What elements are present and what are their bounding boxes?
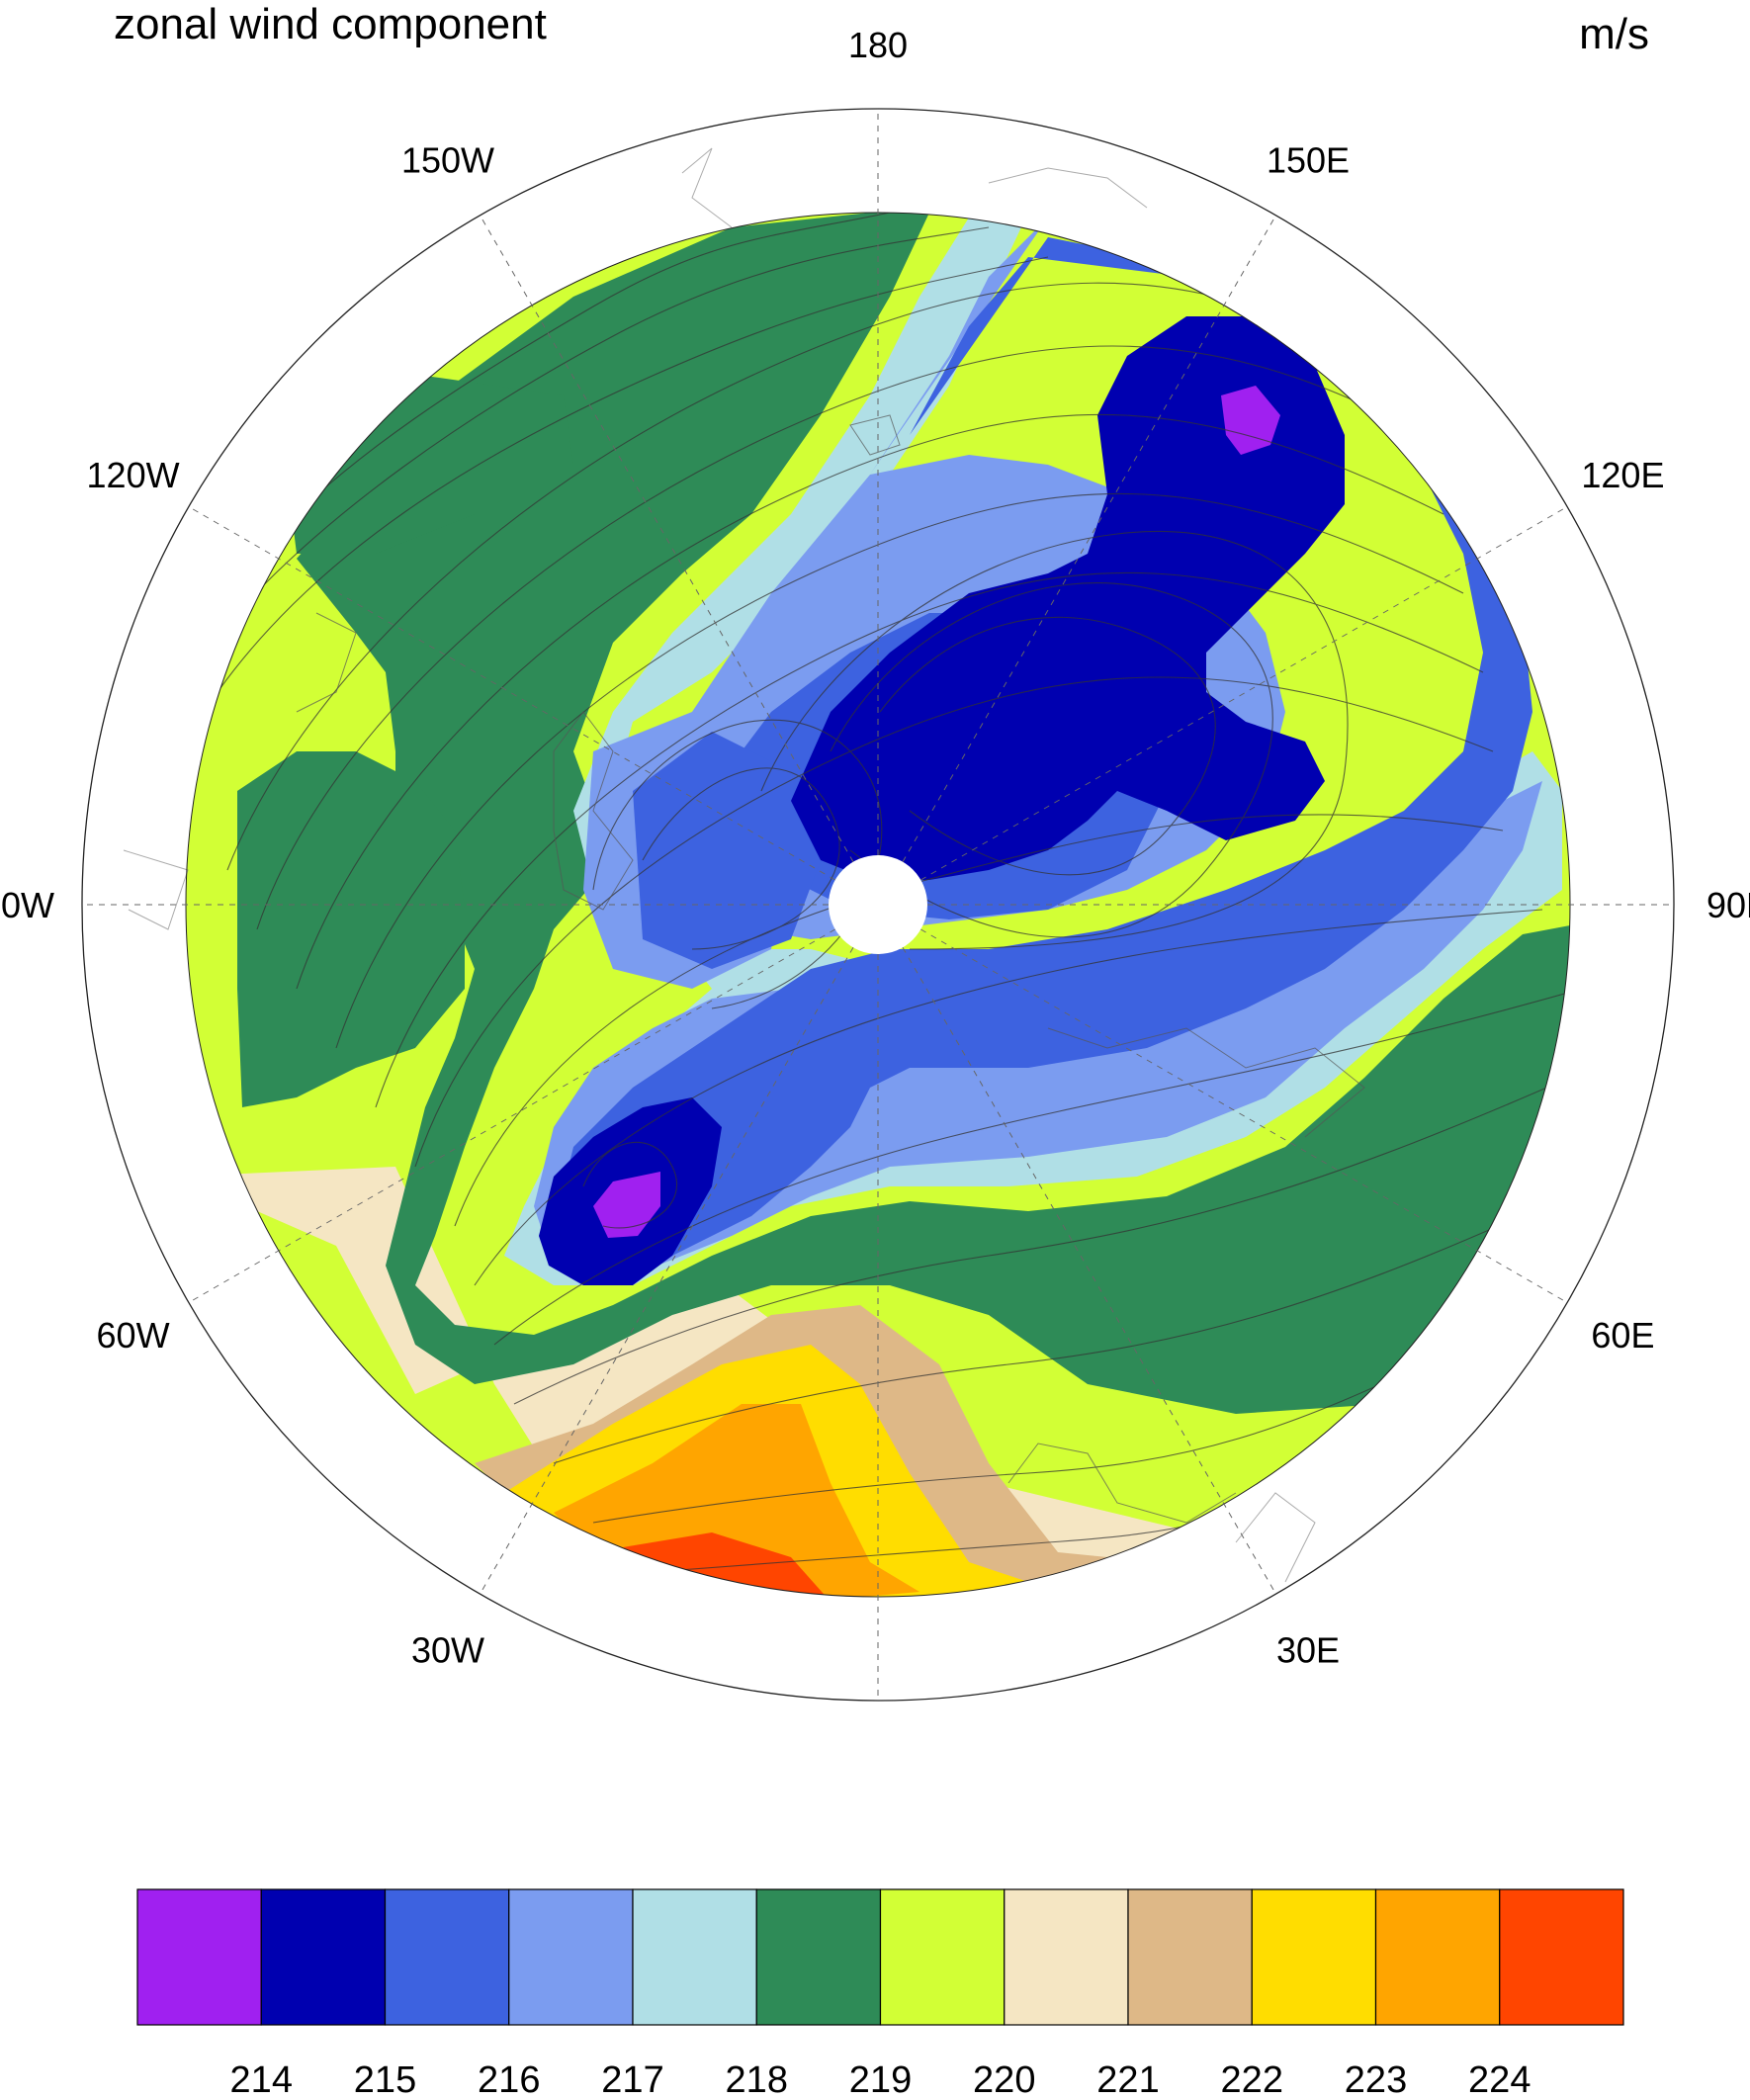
- longitude-label: 90E: [1706, 885, 1750, 925]
- streamline: [375, 571, 1484, 1108]
- streamline: [553, 1205, 1543, 1464]
- colorbar-label: 219: [849, 2059, 912, 2100]
- streamline: [830, 582, 1273, 938]
- colorbar-box: [260, 1888, 387, 2026]
- outer-ring: [81, 108, 1675, 1702]
- streamline: [592, 1344, 1464, 1524]
- coastlines: [296, 414, 1365, 1524]
- coastline: [1235, 1492, 1316, 1583]
- longitude-label: 90W: [0, 885, 54, 925]
- colorbar-label: 222: [1221, 2059, 1283, 2100]
- colorbar-box: [1004, 1888, 1129, 2026]
- longitude-label: 150E: [1267, 140, 1350, 181]
- contour-fill-219: [297, 213, 1570, 1414]
- streamline: [474, 909, 1543, 1286]
- colorbar-box: [755, 1888, 882, 2026]
- meridian-line: [902, 947, 1276, 1595]
- polar-map: 180150E120E90E60E30E030W60W90W120W150W: [0, 25, 1750, 1702]
- coastline: [123, 849, 189, 930]
- coastline: [553, 711, 634, 911]
- coastline: [296, 612, 357, 713]
- colorbar-box: [508, 1888, 634, 2026]
- streamline: [642, 767, 840, 950]
- streamline: [335, 492, 1464, 1049]
- longitude-label: 60W: [97, 1315, 170, 1356]
- streamlines: [217, 213, 1570, 1573]
- pole-hole: [829, 855, 927, 954]
- streamline: [256, 345, 1425, 930]
- longitude-labels: 180150E120E90E60E30E030W60W90W120W150W: [0, 25, 1750, 1670]
- meridian-line: [902, 215, 1276, 862]
- streamline: [760, 530, 1349, 950]
- colorbar-box: [136, 1888, 262, 2026]
- contour-fill-214: [593, 1172, 660, 1238]
- contour-fill-216: [633, 732, 821, 969]
- meridian-line: [188, 506, 835, 881]
- coastline: [681, 147, 733, 228]
- colorbar-label: 224: [1468, 2059, 1531, 2100]
- streamline: [226, 282, 1405, 871]
- contour-fill-214: [1221, 386, 1280, 455]
- longitude-label: 120E: [1581, 455, 1664, 495]
- longitude-label: 120W: [87, 455, 180, 495]
- colorbar-box: [1251, 1888, 1377, 2026]
- streamline: [879, 616, 1216, 876]
- colorbar-label: 221: [1096, 2059, 1159, 2100]
- outer-coastlines: [123, 147, 1316, 1583]
- streamline: [296, 413, 1444, 990]
- contour-fill-219: [237, 751, 465, 1107]
- meridian-line: [920, 928, 1568, 1303]
- colorbar-label: 217: [601, 2059, 663, 2100]
- longitude-label: 60E: [1591, 1315, 1654, 1356]
- longitude-label: 150W: [401, 140, 494, 181]
- streamline: [513, 1067, 1570, 1405]
- colorbar-label: 220: [973, 2059, 1035, 2100]
- longitude-label: 30E: [1276, 1629, 1340, 1670]
- meridian-gridlines: [82, 109, 1674, 1701]
- longitude-label: 30W: [411, 1629, 484, 1670]
- colorbar-label: 223: [1345, 2059, 1407, 2100]
- streamline: [236, 226, 990, 614]
- streamline: [256, 213, 891, 555]
- coastline: [849, 414, 901, 456]
- colorbar-box: [879, 1888, 1006, 2026]
- colorbar-labels: 214 215 216 217 218 219 220 221 222 223 224: [230, 2059, 1531, 2100]
- colorbar-box: [1499, 1888, 1624, 2026]
- filled-contours: [186, 213, 1570, 1597]
- colorbar-label: 215: [354, 2059, 416, 2100]
- colorbar-boxes: [136, 1888, 1624, 2026]
- coastline: [1047, 1027, 1365, 1138]
- streamline: [493, 988, 1570, 1346]
- meridian-line: [188, 928, 835, 1303]
- contour-fill-above-224: [623, 1532, 831, 1597]
- colorbar-box: [1127, 1888, 1253, 2026]
- colorbar-box: [384, 1888, 510, 2026]
- units-label: m/s: [1579, 10, 1649, 58]
- colorbar-box: [632, 1888, 757, 2026]
- colorbar-box: [1374, 1888, 1501, 2026]
- coastline: [988, 167, 1148, 209]
- streamline: [582, 1141, 678, 1229]
- longitude-label: 180: [848, 25, 908, 65]
- contour-fill-215: [791, 316, 1345, 880]
- streamline: [217, 256, 1049, 693]
- meridian-line: [480, 947, 854, 1595]
- meridian-line: [480, 215, 854, 862]
- colorbar-label: 218: [726, 2059, 788, 2100]
- colorbar-label: 216: [478, 2059, 540, 2100]
- meridian-line: [920, 506, 1568, 881]
- colorbar-label: 214: [230, 2059, 293, 2100]
- coastline: [1007, 1443, 1237, 1524]
- map-title: zonal wind component: [114, 0, 547, 48]
- streamline: [592, 719, 883, 1009]
